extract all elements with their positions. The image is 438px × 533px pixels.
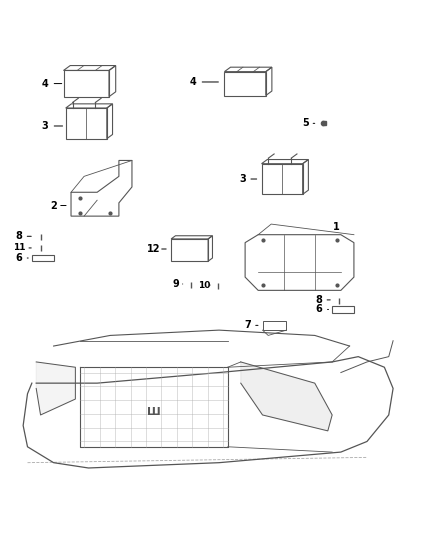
Text: 4: 4 bbox=[42, 78, 48, 88]
Text: Ш: Ш bbox=[147, 407, 161, 417]
Text: 10: 10 bbox=[198, 280, 210, 289]
Text: 8: 8 bbox=[316, 295, 322, 305]
Text: 6: 6 bbox=[316, 304, 322, 314]
Text: 8: 8 bbox=[15, 231, 22, 241]
Text: 11: 11 bbox=[13, 244, 25, 253]
Polygon shape bbox=[241, 362, 332, 431]
Text: 2: 2 bbox=[50, 200, 57, 211]
Polygon shape bbox=[36, 362, 75, 415]
Text: 4: 4 bbox=[190, 77, 196, 87]
Text: 3: 3 bbox=[42, 121, 48, 131]
Text: 5: 5 bbox=[303, 118, 309, 128]
Text: 6: 6 bbox=[15, 253, 22, 263]
Text: 12: 12 bbox=[147, 244, 160, 254]
Text: 3: 3 bbox=[240, 174, 246, 184]
Text: 1: 1 bbox=[333, 222, 340, 232]
Text: 7: 7 bbox=[244, 320, 251, 330]
Text: 9: 9 bbox=[172, 279, 179, 289]
